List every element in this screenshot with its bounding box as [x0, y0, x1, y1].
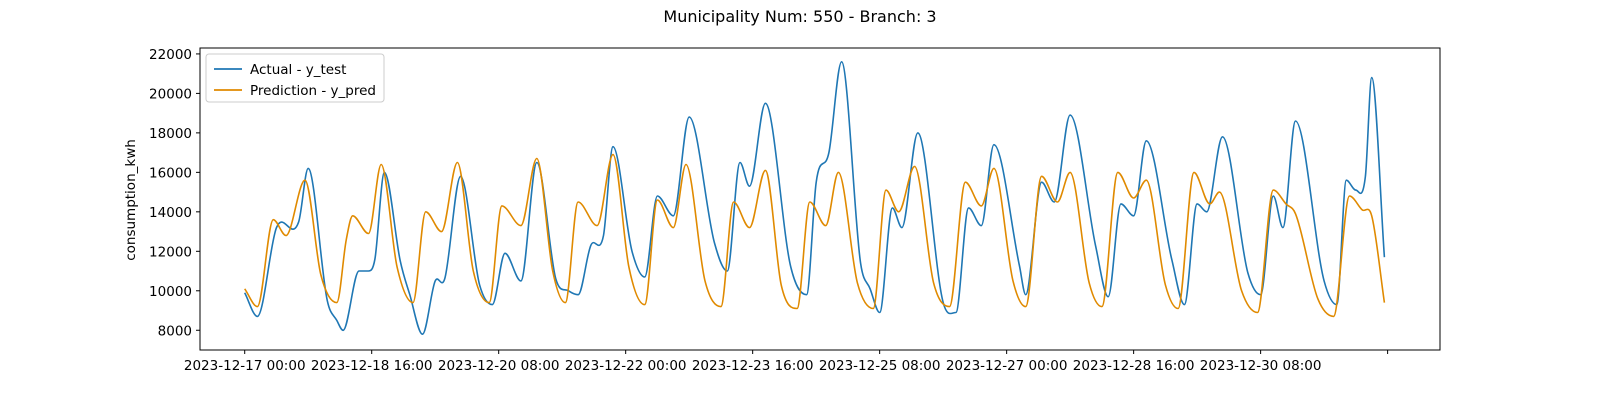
legend: Actual - y_test Prediction - y_pred [205, 53, 385, 103]
y-tick-label: 14000 [149, 205, 192, 221]
x-axis: 2023-12-17 00:00 2023-12-18 16:00 2023-12-… [184, 350, 1389, 374]
x-tick-label: 2023-12-28 16:00 [1073, 358, 1195, 374]
y-tick-label: 12000 [149, 244, 192, 260]
y-tick-label: 10000 [149, 284, 192, 300]
y-tick-label: 22000 [149, 47, 192, 63]
x-tick-label: 2023-12-20 08:00 [438, 358, 560, 374]
x-tick-label: 2023-12-18 16:00 [311, 358, 433, 374]
plot-frame [199, 47, 1441, 351]
legend-label: Actual - y_test [250, 62, 346, 78]
chart-title: Municipality Num: 550 - Branch: 3 [663, 7, 936, 26]
legend-label: Prediction - y_pred [250, 83, 376, 99]
y-tick-label: 8000 [158, 323, 192, 339]
x-tick-label: 2023-12-30 08:00 [1200, 358, 1322, 374]
y-axis: 8000 10000 12000 14000 16000 18000 20000 22000 [149, 47, 200, 339]
y-tick-label: 20000 [149, 86, 192, 102]
legend-box [205, 53, 385, 103]
x-tick-label: 2023-12-22 00:00 [565, 358, 687, 374]
x-tick-label: 2023-12-17 00:00 [184, 358, 306, 374]
x-tick-label: 2023-12-25 08:00 [819, 358, 941, 374]
x-tick-label: 2023-12-27 00:00 [946, 358, 1068, 374]
series-line-2 [244, 153, 1386, 318]
y-axis-label: consumption_kwh [123, 139, 139, 261]
series-layer [243, 61, 1386, 335]
x-tick-label: 2023-12-23 16:00 [692, 358, 814, 374]
y-tick-label: 16000 [149, 165, 192, 181]
series-line-1 [243, 61, 1386, 335]
y-tick-label: 18000 [149, 126, 192, 142]
